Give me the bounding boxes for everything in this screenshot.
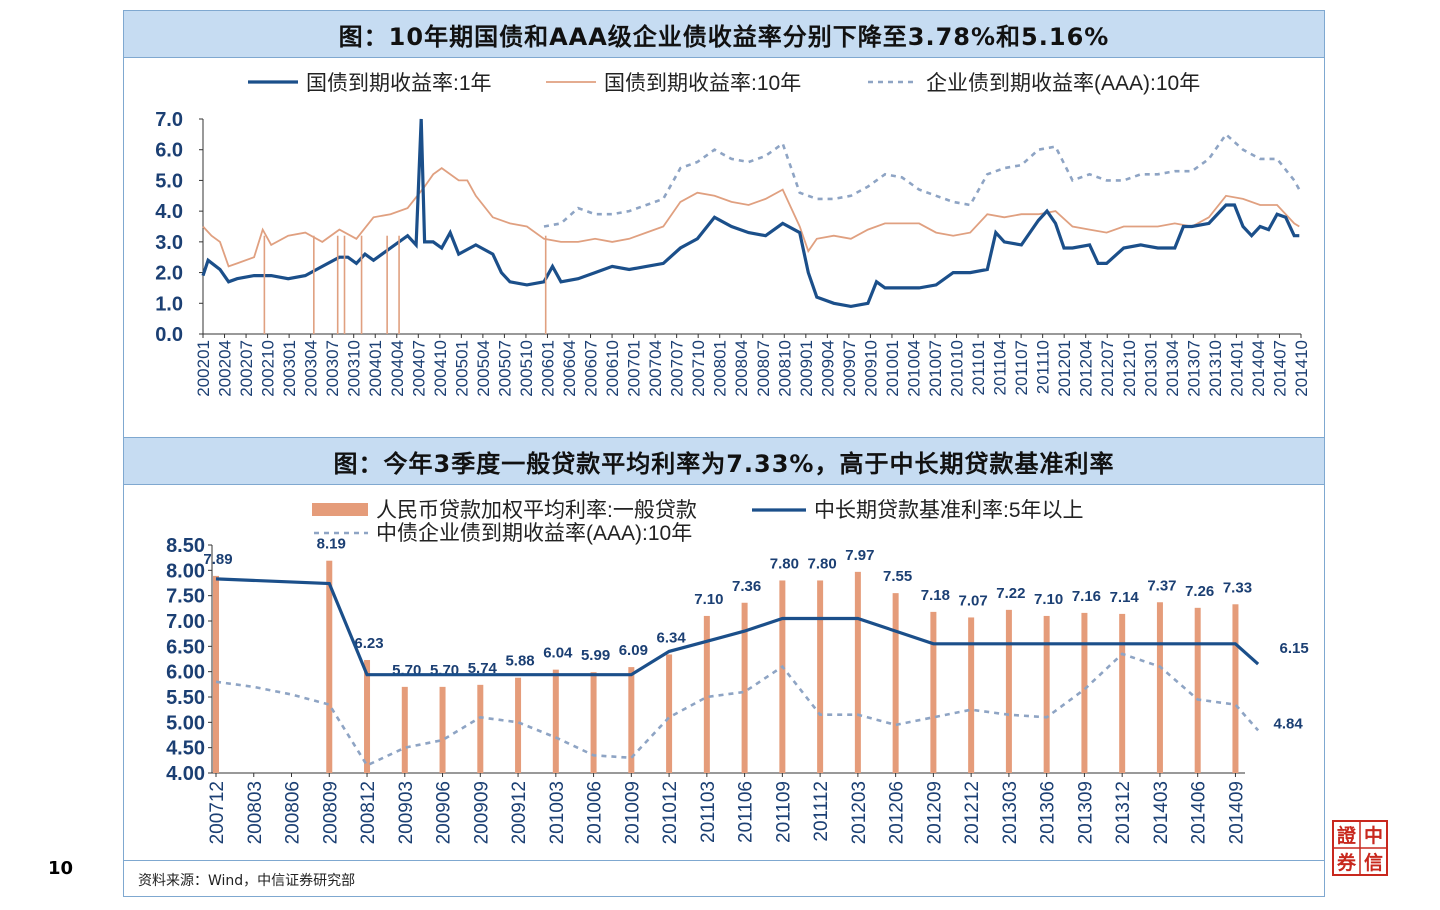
chart-1-title: 图：10年期国债和AAA级企业债收益率分别下降至3.78%和5.16% (124, 11, 1324, 58)
source-text: 资料来源：Wind，中信证券研究部 (138, 873, 356, 889)
logo-char: 中 (1364, 824, 1383, 847)
logo-char: 信 (1364, 851, 1383, 874)
chart-2-title: 图：今年3季度一般贷款平均利率为7.33%，高于中长期贷款基准利率 (124, 438, 1324, 485)
page-number: 10 (48, 858, 74, 879)
citic-logo: 證 中 券 信 (1332, 820, 1388, 876)
source-bar: 资料来源：Wind，中信证券研究部 (123, 861, 1325, 897)
logo-char: 券 (1336, 851, 1357, 874)
chart-panel-2: 图：今年3季度一般贷款平均利率为7.33%，高于中长期贷款基准利率 (123, 437, 1325, 861)
logo-char: 證 (1337, 824, 1357, 847)
chart-panel-1: 图：10年期国债和AAA级企业债收益率分别下降至3.78%和5.16% (123, 10, 1325, 438)
